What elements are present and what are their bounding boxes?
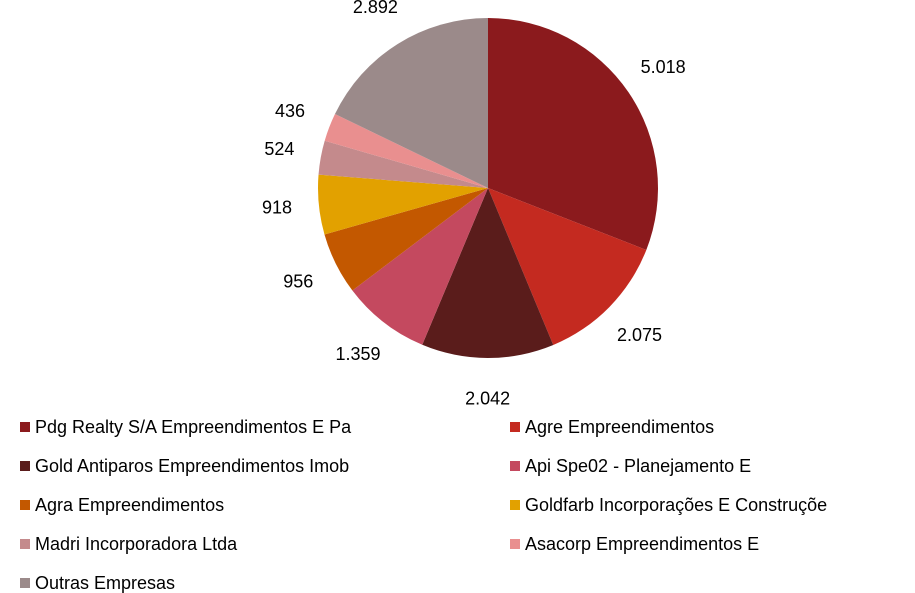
data-label: 2.042 [465, 389, 510, 409]
data-label: 1.359 [335, 344, 380, 364]
data-label: 5.018 [641, 57, 686, 77]
data-label: 2.075 [617, 325, 662, 345]
legend-swatch [20, 539, 30, 549]
data-label: 436 [275, 101, 305, 121]
pie-slice [488, 18, 659, 250]
pie-slice [334, 18, 488, 188]
pie-slice [324, 113, 488, 188]
pie-slice [352, 188, 488, 345]
legend-swatch [20, 578, 30, 588]
data-label: 524 [264, 139, 294, 159]
legend-swatch [510, 422, 520, 432]
pie-slice [488, 188, 647, 345]
legend-label: Gold Antiparos Empreendimentos Imob [35, 456, 349, 476]
legend-swatch [20, 422, 30, 432]
data-label: 2.892 [353, 0, 398, 17]
legend-label: Outras Empresas [35, 573, 175, 593]
legend-swatch [20, 461, 30, 471]
pie-slice [324, 188, 488, 291]
legend-label: Api Spe02 - Planejamento E [525, 456, 751, 476]
legend-swatch [510, 539, 520, 549]
pie-slice [318, 174, 488, 235]
legend-swatch [510, 461, 520, 471]
legend-label: Pdg Realty S/A Empreendimentos E Pa [35, 417, 352, 437]
legend-label: Agra Empreendimentos [35, 495, 224, 515]
data-label: 956 [283, 271, 313, 291]
legend-label: Madri Incorporadora Ltda [35, 534, 238, 554]
pie-slice [318, 140, 488, 188]
pie-slice [422, 188, 554, 358]
legend-label: Agre Empreendimentos [525, 417, 714, 437]
legend-label: Goldfarb Incorporações E Construçõe [525, 495, 827, 515]
data-label: 918 [262, 198, 292, 218]
legend-label: Asacorp Empreendimentos E [525, 534, 759, 554]
legend-swatch [20, 500, 30, 510]
legend-swatch [510, 500, 520, 510]
